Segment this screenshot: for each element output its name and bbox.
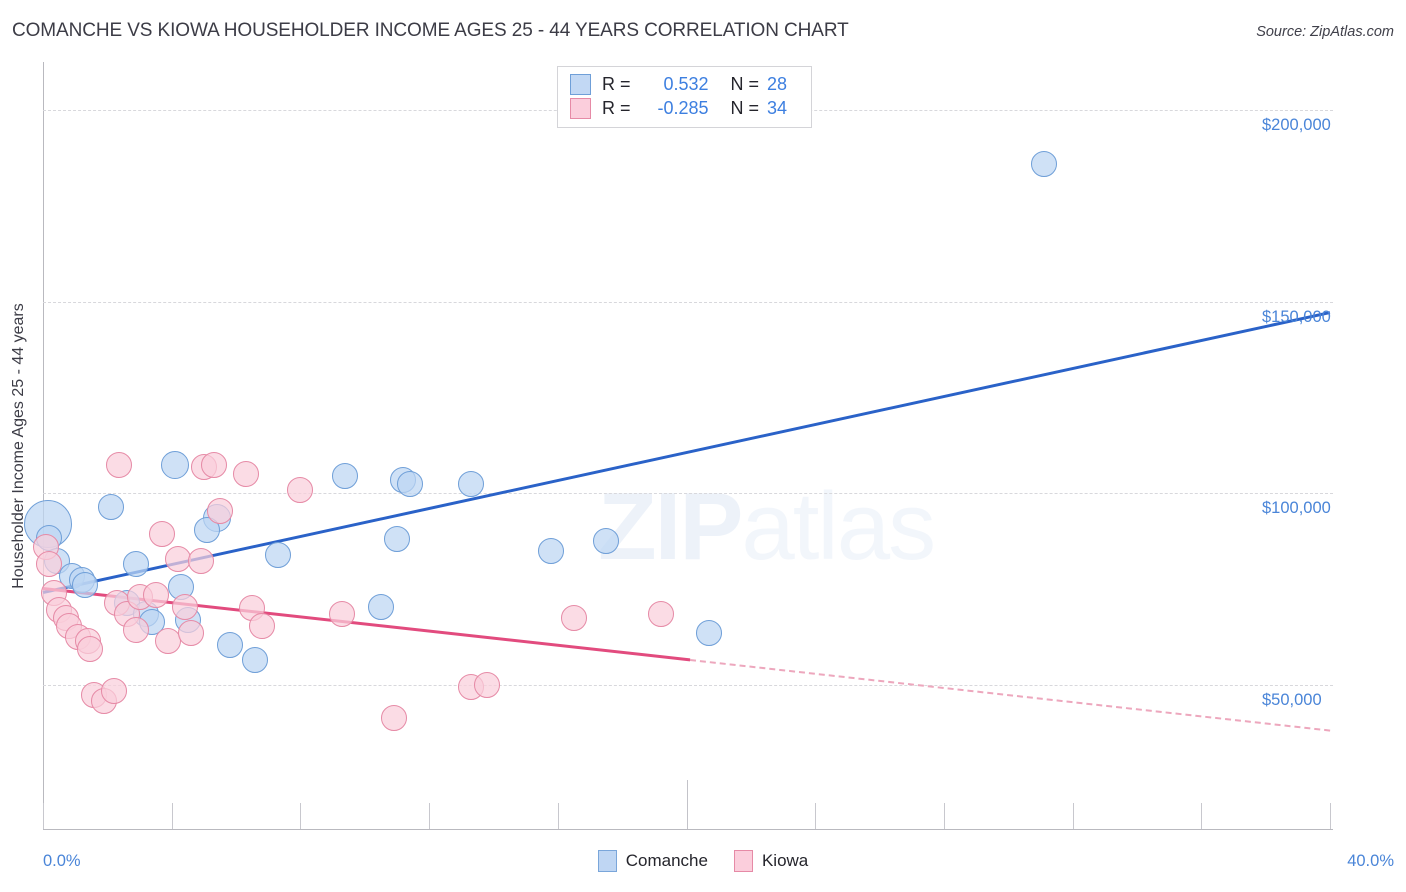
comanche-data-point[interactable] (160, 450, 189, 479)
plot-area: ZIPatlas (23, 62, 1333, 829)
stat-row-kiowa: R = -0.285 N = 34 (570, 98, 797, 119)
comanche-data-point[interactable] (123, 551, 150, 578)
comanche-data-point[interactable] (264, 541, 291, 568)
x-tick (1330, 803, 1331, 829)
kiowa-data-point[interactable] (206, 497, 233, 524)
kiowa-data-point[interactable] (187, 547, 214, 574)
y-tick-label: $200,000 (1262, 115, 1331, 134)
x-tick (300, 803, 302, 829)
kiowa-r-label: R = (602, 98, 631, 118)
comanche-data-point[interactable] (457, 470, 484, 497)
comanche-trendline (42, 311, 1331, 595)
correlation-stats-legend: R = 0.532 N = 28 R = -0.285 N = 34 (557, 66, 813, 128)
gridline (43, 493, 1333, 495)
x-axis-line (43, 829, 1333, 830)
comanche-data-point[interactable] (97, 493, 124, 520)
source-attribution: Source: ZipAtlas.com (1256, 24, 1394, 40)
kiowa-r-value: -0.285 (657, 98, 709, 118)
legend-label-kiowa: Kiowa (761, 851, 809, 870)
series-legend: Comanche Kiowa (0, 850, 1406, 872)
kiowa-data-point[interactable] (171, 593, 198, 620)
comanche-data-point[interactable] (367, 593, 394, 620)
x-tick (1072, 803, 1074, 829)
kiowa-trendline-extrapolated (689, 658, 1331, 732)
page-title: COMANCHE VS KIOWA HOUSEHOLDER INCOME AGE… (12, 20, 849, 41)
x-tick (1201, 803, 1203, 829)
comanche-legend-swatch-icon (597, 850, 617, 872)
gridline (43, 685, 1333, 687)
kiowa-data-point[interactable] (105, 451, 132, 478)
kiowa-data-point[interactable] (123, 616, 150, 643)
x-tick (815, 803, 817, 829)
x-tick (429, 803, 431, 829)
comanche-swatch-icon (570, 74, 591, 95)
y-axis-line (43, 62, 44, 829)
kiowa-data-point[interactable] (329, 601, 356, 628)
watermark-bold: ZIP (598, 473, 743, 580)
kiowa-data-point[interactable] (149, 520, 176, 547)
x-tick (557, 803, 559, 829)
comanche-n-value: 28 (767, 74, 788, 94)
y-tick-label: $100,000 (1262, 499, 1331, 518)
kiowa-n-label: N = (730, 98, 760, 118)
comanche-data-point[interactable] (538, 537, 565, 564)
kiowa-n-value: 34 (767, 98, 788, 118)
kiowa-data-point[interactable] (165, 545, 192, 572)
comanche-data-point[interactable] (242, 647, 269, 674)
y-tick-label: $50,000 (1262, 691, 1322, 710)
comanche-data-point[interactable] (1030, 150, 1057, 177)
y-axis-title: Householder Income Ages 25 - 44 years (10, 303, 27, 589)
comanche-data-point[interactable] (696, 620, 723, 647)
x-axis-min-label: 0.0% (43, 852, 81, 870)
comanche-data-point[interactable] (216, 631, 243, 658)
x-tick (943, 803, 945, 829)
legend-item-comanche[interactable]: Comanche (597, 850, 708, 872)
comanche-data-point[interactable] (383, 526, 410, 553)
x-tick (171, 803, 173, 829)
y-tick-label: $150,000 (1262, 307, 1331, 326)
comanche-n-label: N = (730, 74, 760, 94)
comanche-data-point[interactable] (593, 528, 620, 555)
kiowa-swatch-icon (570, 98, 591, 119)
kiowa-data-point[interactable] (200, 451, 227, 478)
kiowa-data-point[interactable] (142, 582, 169, 609)
kiowa-data-point[interactable] (248, 612, 275, 639)
kiowa-data-point[interactable] (178, 620, 204, 647)
x-tick (43, 803, 44, 829)
kiowa-data-point[interactable] (380, 704, 407, 731)
watermark-light: atlas (741, 473, 936, 580)
comanche-data-point[interactable] (71, 572, 98, 599)
comanche-data-point[interactable] (396, 470, 423, 497)
kiowa-data-point[interactable] (287, 476, 314, 503)
kiowa-data-point[interactable] (474, 672, 500, 699)
gridline (43, 301, 1333, 303)
x-axis-max-label: 40.0% (1347, 852, 1394, 870)
kiowa-data-point[interactable] (560, 605, 587, 632)
x-tick (686, 780, 688, 829)
kiowa-data-point[interactable] (647, 601, 674, 628)
kiowa-legend-swatch-icon (733, 850, 753, 872)
comanche-r-value: 0.532 (663, 74, 709, 94)
kiowa-data-point[interactable] (76, 635, 103, 662)
kiowa-data-point[interactable] (232, 461, 259, 488)
comanche-data-point[interactable] (332, 463, 359, 490)
zipatlas-watermark: ZIPatlas (598, 472, 936, 582)
kiowa-data-point[interactable] (36, 551, 63, 578)
stat-row-comanche: R = 0.532 N = 28 (570, 74, 797, 95)
kiowa-data-point[interactable] (100, 677, 127, 704)
legend-item-kiowa[interactable]: Kiowa (733, 850, 809, 872)
legend-label-comanche: Comanche (625, 851, 708, 870)
comanche-r-label: R = (602, 74, 631, 94)
